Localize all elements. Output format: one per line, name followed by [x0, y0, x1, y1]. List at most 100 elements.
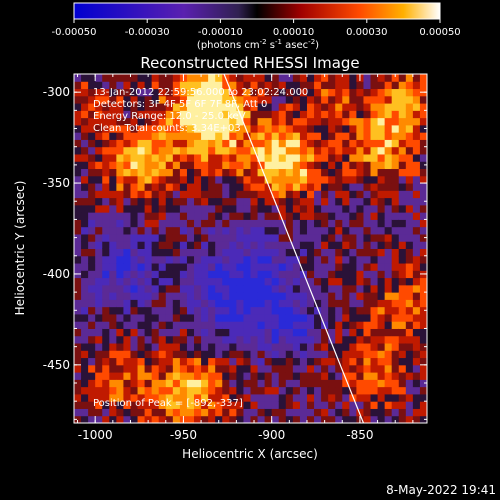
heatmap-cell	[264, 321, 273, 329]
heatmap-cell	[419, 357, 427, 366]
heatmap-cell	[222, 95, 230, 104]
heatmap-cell	[130, 110, 139, 119]
heatmap-cell	[95, 168, 103, 177]
heatmap-cell	[363, 168, 372, 177]
heatmap-cell	[377, 241, 386, 249]
heatmap-cell	[257, 306, 266, 315]
heatmap-cell	[257, 117, 266, 126]
heatmap-cell	[81, 292, 89, 300]
heatmap-cell	[271, 226, 280, 235]
heatmap-cell	[222, 132, 230, 140]
heatmap-cell	[292, 175, 301, 184]
heatmap-cell	[74, 95, 82, 104]
heatmap-cell	[419, 124, 427, 133]
heatmap-cell	[165, 350, 174, 359]
heatmap-cell	[285, 204, 294, 213]
heatmap-cell	[349, 183, 357, 191]
heatmap-cell	[250, 372, 259, 380]
heatmap-cell	[335, 103, 343, 111]
heatmap-cell	[172, 372, 181, 380]
heatmap-cell	[314, 277, 322, 286]
heatmap-cell	[186, 248, 195, 257]
heatmap-cell	[335, 343, 343, 351]
heatmap-cell	[88, 306, 96, 315]
heatmap-cell	[377, 183, 386, 191]
heatmap-cell	[236, 321, 244, 329]
heatmap-cell	[144, 408, 153, 417]
heatmap-cell	[370, 110, 379, 119]
heatmap-cell	[363, 415, 372, 423]
heatmap-cell	[222, 103, 230, 111]
heatmap-cell	[243, 212, 251, 220]
heatmap-cell	[391, 343, 400, 351]
heatmap-cell	[95, 139, 103, 148]
heatmap-cell	[151, 393, 160, 402]
heatmap-cell	[264, 328, 273, 337]
heatmap-cell	[81, 81, 89, 90]
heatmap-cell	[137, 343, 146, 351]
heatmap-cell	[186, 364, 195, 373]
heatmap-cell	[292, 161, 301, 170]
heatmap-cell	[95, 299, 103, 308]
heatmap-cell	[278, 139, 287, 148]
heatmap-cell	[349, 190, 357, 199]
heatmap-cell	[278, 153, 287, 162]
heatmap-cell	[229, 74, 237, 82]
heatmap-cell	[201, 219, 209, 228]
heatmap-cell	[172, 248, 181, 257]
heatmap-cell	[172, 81, 181, 90]
heatmap-cell	[257, 204, 266, 213]
heatmap-cell	[285, 277, 294, 286]
heatmap-cell	[172, 277, 181, 286]
heatmap-cell	[137, 168, 146, 177]
heatmap-cell	[412, 364, 421, 373]
heatmap-cell	[81, 233, 89, 242]
heatmap-cell	[370, 81, 379, 90]
heatmap-cell	[81, 204, 89, 213]
heatmap-cell	[116, 197, 124, 206]
x-tick-label: -1000	[78, 428, 113, 442]
heatmap-cell	[194, 328, 202, 337]
heatmap-cell	[250, 95, 259, 104]
heatmap-cell	[130, 335, 139, 344]
heatmap-cell	[271, 74, 280, 82]
heatmap-cell	[215, 74, 223, 82]
heatmap-cell	[398, 161, 407, 170]
heatmap-cell	[342, 124, 350, 133]
heatmap-cell	[384, 386, 393, 395]
heatmap-cell	[215, 103, 223, 111]
heatmap-cell	[165, 306, 174, 315]
heatmap-cell	[278, 357, 287, 366]
heatmap-cell	[123, 386, 131, 395]
heatmap-cell	[314, 74, 322, 82]
heatmap-cell	[95, 364, 103, 373]
heatmap-cell	[278, 74, 287, 82]
heatmap-cell	[285, 357, 294, 366]
heatmap-cell	[88, 328, 96, 337]
heatmap-cell	[243, 408, 251, 417]
heatmap-cell	[74, 263, 82, 271]
heatmap-cell	[342, 255, 350, 264]
heatmap-cell	[208, 415, 216, 423]
heatmap-cell	[292, 343, 301, 351]
heatmap-cell	[95, 226, 103, 235]
heatmap-cell	[194, 350, 202, 359]
heatmap-cell	[172, 328, 181, 337]
heatmap-cell	[215, 117, 223, 126]
heatmap-cell	[186, 379, 195, 388]
heatmap-cell	[419, 364, 427, 373]
heatmap-cell	[81, 219, 89, 228]
heatmap-cell	[419, 343, 427, 351]
heatmap-cell	[398, 292, 407, 300]
heatmap-cell	[95, 270, 103, 279]
heatmap-cell	[81, 313, 89, 322]
heatmap-cell	[299, 299, 308, 308]
heatmap-cell	[412, 328, 421, 337]
heatmap-cell	[335, 153, 343, 162]
heatmap-cell	[306, 146, 315, 155]
heatmap-cell	[299, 139, 308, 148]
heatmap-cell	[306, 270, 315, 279]
heatmap-cell	[95, 146, 103, 155]
heatmap-cell	[264, 103, 273, 111]
heatmap-cell	[144, 350, 153, 359]
